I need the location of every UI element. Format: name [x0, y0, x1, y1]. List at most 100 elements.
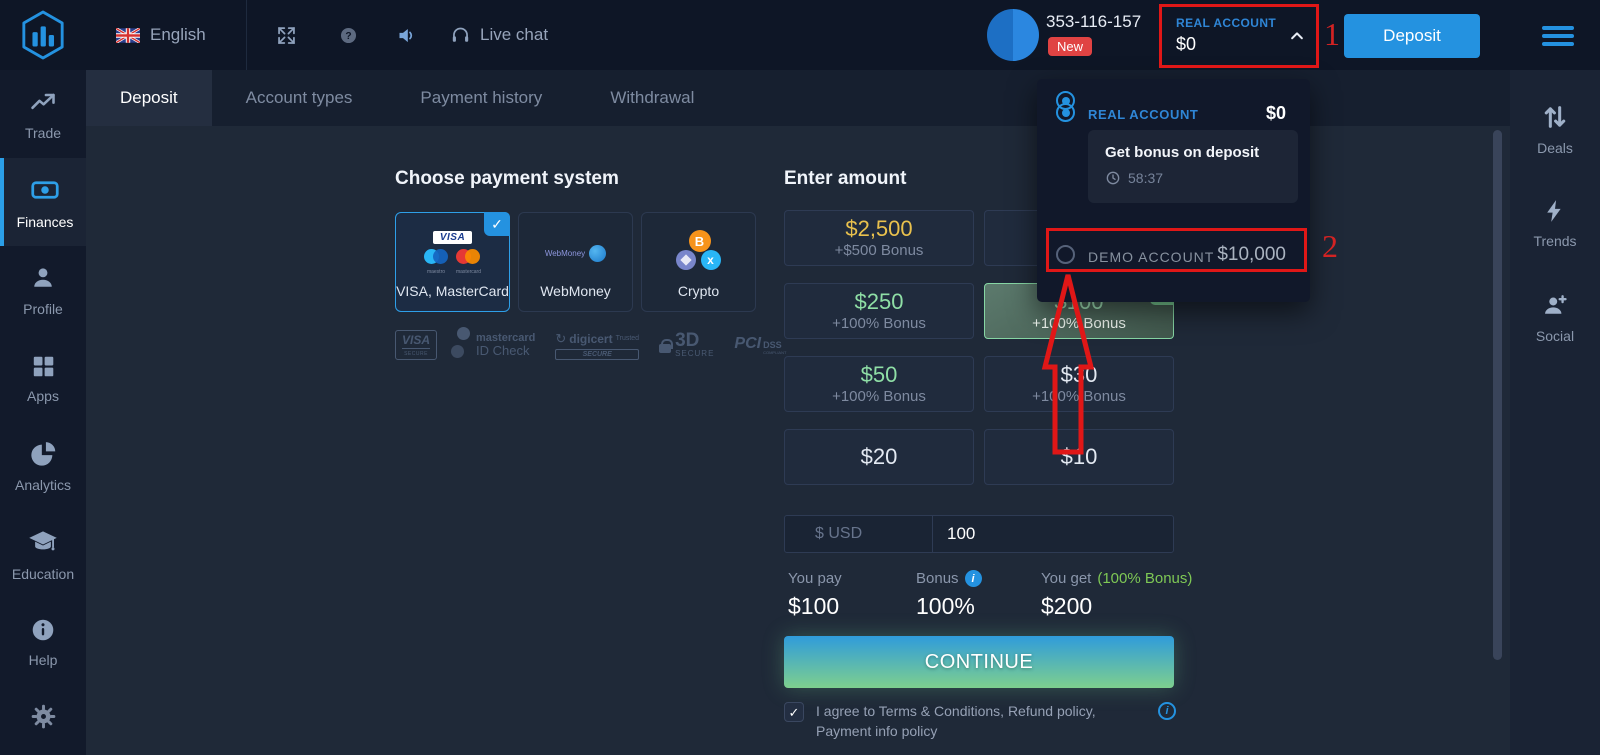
payment-method-webmoney[interactable]: WebMoney WebMoney	[518, 212, 633, 312]
sidebar-label: Analytics	[14, 476, 72, 493]
you-pay-value: $100	[788, 593, 840, 619]
demo-account-label: DEMO ACCOUNT	[1088, 249, 1215, 265]
sidebar-item-help[interactable]: Help	[0, 598, 86, 686]
sidebar-item-finances[interactable]: Finances	[0, 158, 86, 246]
menu-button[interactable]	[1542, 26, 1574, 46]
tab-withdrawal[interactable]: Withdrawal	[610, 88, 695, 107]
graduation-cap-icon	[29, 530, 57, 550]
continue-button[interactable]: CONTINUE	[784, 636, 1174, 688]
language-selector[interactable]: English	[116, 0, 206, 70]
fullscreen-button[interactable]	[266, 0, 306, 70]
payment-method-crypto[interactable]: B x Crypto	[641, 212, 756, 312]
clock-icon	[1106, 171, 1120, 185]
currency-selector[interactable]: $ USD	[785, 516, 933, 552]
you-get-value: $200	[1041, 593, 1093, 619]
amount-button-20[interactable]: $20	[784, 429, 974, 485]
sidebar-item-social[interactable]: Social	[1510, 270, 1600, 364]
payment-method-visa-mastercard[interactable]: ✓ VISA maestro mastercard VISA, MasterCa…	[395, 212, 510, 312]
sidebar-label: Trade	[24, 124, 62, 141]
globe-icon	[589, 244, 607, 262]
sidebar-label: Help	[28, 651, 58, 668]
visa-mastercard-icon: VISA maestro mastercard	[396, 227, 509, 279]
sidebar-item-analytics[interactable]: Analytics	[0, 422, 86, 510]
help-tooltip-button[interactable]: ?	[328, 0, 368, 70]
demo-account-balance: $10,000	[1217, 244, 1286, 265]
live-chat-label: Live chat	[480, 25, 549, 44]
radio-selected-icon	[1056, 103, 1075, 122]
sidebar-item-education[interactable]: Education	[0, 510, 86, 598]
topbar-divider	[246, 0, 247, 70]
bonus-value: 100%	[916, 593, 975, 619]
question-icon: ?	[340, 27, 356, 43]
tab-account-types[interactable]: Account types	[245, 88, 353, 107]
bitcoin-icon: B	[688, 230, 711, 252]
webmoney-icon: WebMoney	[519, 227, 632, 279]
logo-icon	[22, 10, 64, 60]
account-type-label: REAL ACCOUNT	[1176, 16, 1277, 30]
amount-button-30[interactable]: $30 +100% Bonus	[984, 356, 1174, 412]
sound-toggle[interactable]	[386, 0, 426, 70]
bonus-timer: 58:37	[1105, 170, 1163, 186]
live-chat-button[interactable]: Live chat	[450, 0, 548, 70]
speaker-icon	[399, 28, 412, 42]
payment-method-label: Crypto	[677, 283, 720, 299]
sidebar-item-deals[interactable]: Deals	[1510, 82, 1600, 176]
selected-check-icon: ✓	[484, 212, 510, 236]
headset-icon	[452, 27, 469, 42]
deposit-summary: You pay $100 Bonus i 100% You get (100% …	[788, 570, 1208, 622]
tab-deposit[interactable]: Deposit	[86, 70, 212, 126]
right-sidebar: Deals Trends Social	[1510, 70, 1600, 755]
lightning-icon	[1547, 199, 1561, 222]
grid-icon	[33, 356, 54, 376]
trade-icon	[31, 93, 55, 109]
pie-chart-icon	[31, 441, 56, 466]
agreement-text[interactable]: I agree to Terms & Conditions, Refund po…	[816, 703, 1096, 739]
digicert-badge: ↻ digicert Trusted SECURE	[555, 330, 640, 360]
app-logo[interactable]	[0, 0, 86, 70]
amount-button-250[interactable]: $250 +100% Bonus	[784, 283, 974, 339]
agreement-info-icon[interactable]: i	[1158, 702, 1176, 720]
demo-account-row[interactable]: DEMO ACCOUNT $10,000	[1037, 235, 1310, 279]
sidebar-label: Deals	[1537, 139, 1573, 156]
amount-button-50[interactable]: $50 +100% Bonus	[784, 356, 974, 412]
fullscreen-icon	[277, 26, 295, 44]
agreement-checkbox[interactable]: ✓	[784, 702, 804, 722]
radio-unselected-icon	[1056, 245, 1075, 264]
person-icon	[34, 267, 52, 287]
payment-method-label: WebMoney	[540, 283, 611, 299]
sidebar-settings[interactable]	[0, 686, 86, 746]
sidebar-item-trends[interactable]: Trends	[1510, 176, 1600, 270]
bonus-info-icon[interactable]: i	[964, 570, 982, 587]
real-account-row[interactable]: REAL ACCOUNT $0	[1037, 93, 1310, 137]
bonus-title: Get bonus on deposit	[1105, 144, 1260, 161]
you-pay-column: You pay $100	[788, 570, 842, 619]
bonus-offer-card[interactable]: Get bonus on deposit 58:37	[1088, 130, 1298, 203]
svg-text:?: ?	[345, 31, 351, 42]
info-icon	[32, 619, 54, 640]
gear-icon	[31, 704, 55, 728]
sidebar-item-apps[interactable]: Apps	[0, 334, 86, 422]
amount-button-10[interactable]: $10	[984, 429, 1174, 485]
avatar[interactable]	[987, 9, 1039, 61]
banknote-icon	[31, 180, 59, 199]
sidebar-label: Finances	[16, 213, 74, 230]
sidebar-label: Profile	[23, 300, 63, 317]
sidebar-label: Trends	[1533, 232, 1577, 249]
hamburger-icon	[1542, 26, 1574, 30]
sidebar-label: Apps	[27, 387, 59, 404]
amount-heading: Enter amount	[784, 168, 907, 189]
uk-flag-icon	[116, 27, 140, 43]
3d-secure-badge: 3D SECURE	[659, 331, 714, 358]
deposit-button[interactable]: Deposit	[1344, 14, 1480, 58]
account-selector[interactable]: REAL ACCOUNT $0	[1162, 7, 1316, 65]
sidebar-item-trade[interactable]: Trade	[0, 70, 86, 158]
mastercard-idcheck-badge: mastercard ID Check	[451, 327, 535, 363]
amount-input[interactable]: 100	[947, 524, 976, 543]
bonus-column: Bonus i 100%	[916, 570, 982, 620]
scrollbar-thumb[interactable]	[1493, 130, 1502, 660]
real-account-balance: $0	[1265, 103, 1286, 123]
amount-button-2500[interactable]: $2,500 +$500 Bonus	[784, 210, 974, 266]
tab-payment-history[interactable]: Payment history	[420, 88, 543, 107]
left-sidebar: Trade Finances Profile Apps Analytics	[0, 70, 86, 755]
sidebar-item-profile[interactable]: Profile	[0, 246, 86, 334]
